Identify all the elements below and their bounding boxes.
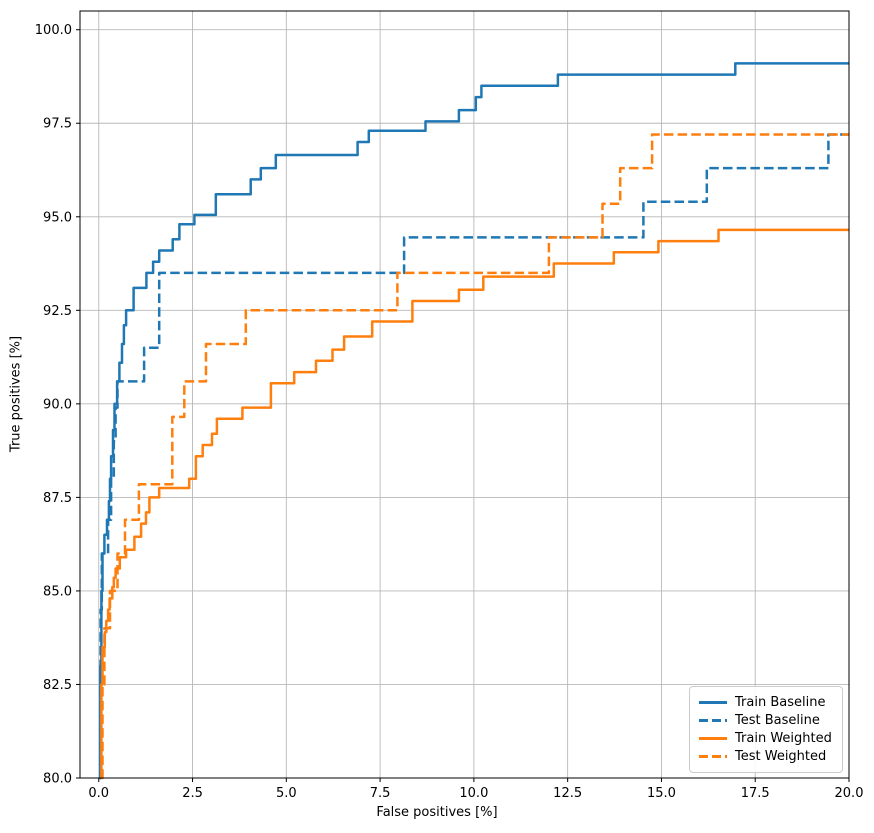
legend-label: Train Weighted — [735, 731, 832, 746]
y-axis-label: True positives [%] — [8, 335, 24, 453]
y-tick-label: 100.0 — [35, 23, 72, 38]
legend-line-sample-solid — [699, 737, 727, 740]
series-path-train-baseline — [99, 62, 849, 780]
x-axis-label: False positives [%] — [376, 805, 498, 820]
x-tick-label: 12.5 — [553, 786, 582, 801]
y-tick-label: 90.0 — [43, 397, 72, 412]
x-tick-label: 20.0 — [835, 786, 864, 801]
legend-item: Train Baseline — [699, 694, 833, 711]
legend-label: Train Baseline — [735, 695, 826, 710]
x-tick-label: 7.5 — [370, 786, 391, 801]
y-tick-label: 97.5 — [43, 117, 72, 132]
x-tick-label: 17.5 — [741, 786, 770, 801]
legend-item: Test Weighted — [699, 748, 833, 765]
series-path-test-weighted — [101, 133, 849, 780]
series-path-test-baseline — [99, 133, 849, 780]
y-tick-label: 87.5 — [43, 491, 72, 506]
legend-line-sample-dashed — [699, 755, 727, 758]
legend-line-sample-solid — [699, 701, 727, 704]
x-tick-label: 0.0 — [88, 786, 109, 801]
legend: Train Baseline Test Baseline Train Weighte… — [689, 686, 843, 773]
legend-label: Test Baseline — [735, 713, 820, 728]
legend-line-sample-dashed — [699, 719, 727, 722]
x-tick-label: 15.0 — [647, 786, 676, 801]
x-tick-label: 5.0 — [276, 786, 297, 801]
y-tick-label: 92.5 — [43, 304, 72, 319]
x-tick-label: 2.5 — [182, 786, 203, 801]
y-tick-label: 82.5 — [43, 678, 72, 693]
y-tick-label: 80.0 — [43, 772, 72, 787]
legend-item: Train Weighted — [699, 730, 833, 747]
legend-item: Test Baseline — [699, 712, 833, 729]
legend-label: Test Weighted — [735, 749, 827, 764]
axes-spines — [79, 10, 850, 779]
x-tick-label: 10.0 — [459, 786, 488, 801]
y-tick-label: 95.0 — [43, 210, 72, 225]
y-tick-label: 85.0 — [43, 584, 72, 599]
